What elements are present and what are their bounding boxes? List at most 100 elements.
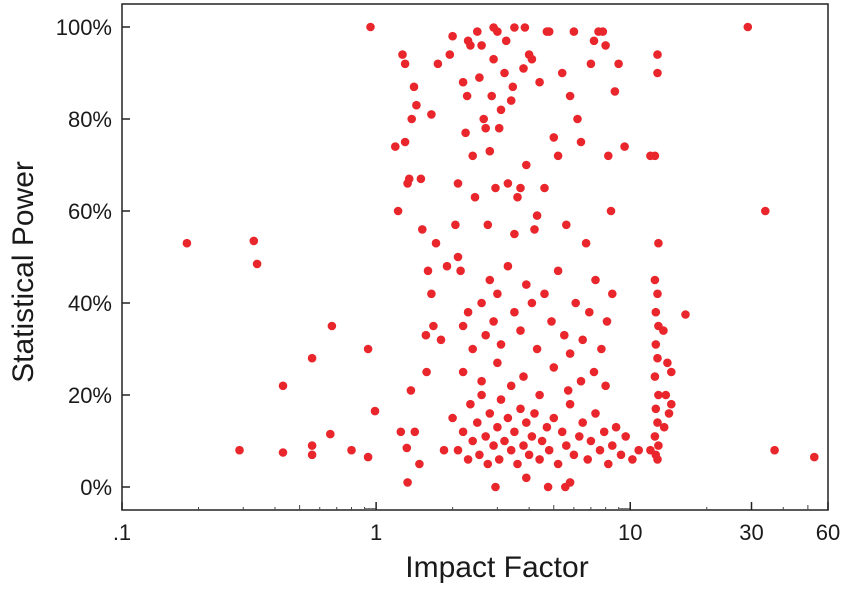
data-point	[544, 445, 554, 455]
data-point	[410, 427, 420, 437]
data-point	[462, 91, 472, 101]
data-point	[458, 321, 468, 331]
data-point	[391, 142, 400, 151]
y-tick-label: 20%	[68, 383, 112, 408]
data-point	[501, 36, 511, 46]
data-point	[363, 452, 373, 462]
data-point	[493, 358, 502, 368]
data-point	[591, 275, 600, 285]
data-point	[422, 367, 431, 377]
data-point	[510, 229, 519, 239]
data-point	[475, 73, 484, 82]
data-point	[431, 238, 441, 248]
data-point	[485, 275, 495, 285]
data-point	[549, 363, 559, 372]
data-point	[576, 376, 586, 386]
data-point	[456, 266, 465, 276]
data-point	[557, 68, 567, 78]
data-point	[650, 275, 660, 285]
y-axis-title: Statistical Power	[7, 161, 40, 383]
data-point	[366, 22, 375, 32]
data-point	[565, 349, 575, 358]
data-point	[506, 96, 516, 105]
data-point	[601, 381, 610, 391]
data-point	[604, 151, 613, 161]
data-point	[307, 353, 317, 363]
data-point	[458, 77, 468, 87]
data-point	[651, 404, 661, 414]
data-point	[406, 386, 416, 395]
data-point	[770, 445, 779, 455]
data-point	[477, 41, 486, 50]
data-point	[591, 409, 600, 418]
data-point	[599, 427, 609, 437]
data-point	[659, 326, 668, 335]
data-point	[491, 482, 500, 492]
data-point	[235, 445, 244, 455]
data-point	[439, 445, 449, 455]
data-point	[589, 36, 599, 46]
x-tick-label: 1	[370, 520, 382, 545]
data-point	[522, 280, 531, 289]
data-point	[510, 307, 519, 317]
data-point	[571, 298, 580, 308]
data-point	[503, 413, 513, 423]
data-point	[481, 432, 491, 441]
data-point	[481, 330, 491, 340]
data-point	[530, 225, 539, 234]
data-point	[653, 455, 662, 464]
data-point	[393, 206, 403, 216]
data-point	[535, 390, 544, 400]
data-point	[400, 59, 410, 69]
x-tick-label: 10	[618, 520, 642, 545]
data-point	[565, 91, 575, 101]
data-point	[560, 330, 569, 340]
data-point	[578, 335, 587, 345]
x-tick-label: 30	[739, 520, 763, 545]
data-point	[595, 445, 605, 455]
data-point	[654, 390, 663, 400]
data-point	[487, 91, 497, 101]
y-tick-label: 80%	[68, 107, 112, 132]
data-point	[466, 41, 475, 50]
data-point	[522, 160, 531, 170]
data-point	[416, 174, 426, 184]
data-point	[535, 455, 544, 464]
data-point	[537, 436, 547, 446]
y-tick-label: 100%	[56, 15, 112, 40]
data-point	[477, 298, 486, 308]
data-point	[663, 358, 672, 368]
data-point	[468, 436, 478, 446]
data-point	[327, 321, 337, 331]
data-point	[458, 367, 468, 377]
data-point	[621, 432, 630, 441]
data-point	[578, 418, 587, 427]
data-point	[634, 445, 643, 455]
data-point	[653, 418, 662, 427]
data-point	[530, 409, 539, 418]
data-point	[540, 183, 549, 193]
data-point	[653, 50, 662, 59]
data-point	[513, 459, 522, 469]
data-point	[483, 220, 493, 230]
data-point	[494, 455, 504, 464]
data-point	[479, 114, 489, 124]
data-point	[527, 432, 537, 441]
data-point	[519, 372, 528, 381]
data-point	[448, 413, 457, 423]
data-point	[743, 22, 753, 32]
data-point	[494, 123, 504, 133]
data-point	[653, 289, 662, 299]
data-point	[586, 436, 596, 446]
data-point	[445, 50, 455, 59]
data-point	[562, 441, 571, 450]
data-point	[667, 399, 676, 409]
data-point	[510, 23, 519, 32]
data-point	[489, 317, 498, 326]
data-point	[398, 50, 407, 59]
data-point	[653, 68, 662, 78]
data-point	[650, 432, 660, 441]
data-point	[606, 206, 616, 216]
data-point	[549, 413, 559, 423]
